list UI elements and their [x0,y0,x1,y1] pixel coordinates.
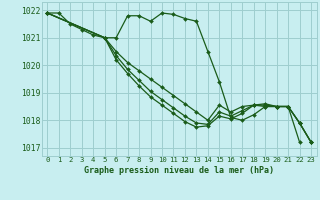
X-axis label: Graphe pression niveau de la mer (hPa): Graphe pression niveau de la mer (hPa) [84,166,274,175]
